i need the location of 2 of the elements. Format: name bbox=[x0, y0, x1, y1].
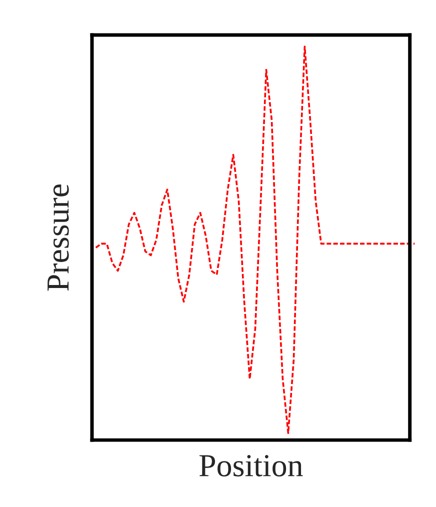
y-axis-title: Pressure bbox=[48, 184, 69, 291]
x-axis-title: Position bbox=[199, 454, 303, 476]
